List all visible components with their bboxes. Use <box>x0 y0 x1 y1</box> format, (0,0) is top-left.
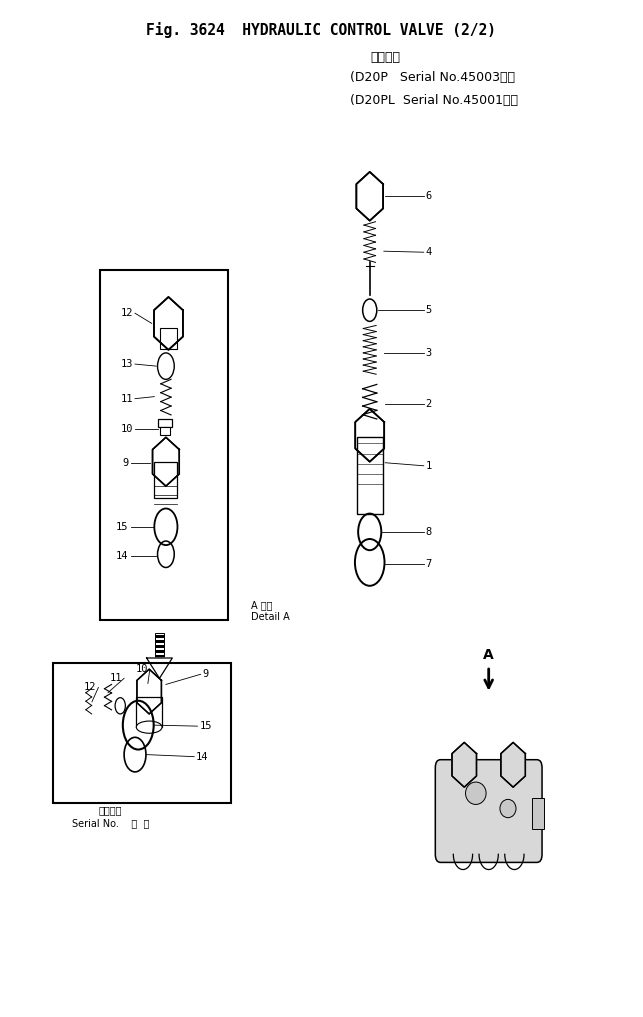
Bar <box>53 663 231 803</box>
Polygon shape <box>452 742 476 787</box>
Text: 8: 8 <box>426 527 432 537</box>
Text: 14: 14 <box>116 551 129 561</box>
Text: 1: 1 <box>426 461 432 471</box>
Text: 適用号機: 適用号機 <box>371 51 401 64</box>
Text: 15: 15 <box>199 721 212 731</box>
Text: (D20P   Serial No.45003～）: (D20P Serial No.45003～） <box>350 71 516 84</box>
Bar <box>155 638 164 641</box>
Text: 12: 12 <box>84 682 96 693</box>
Ellipse shape <box>500 799 516 818</box>
Text: 6: 6 <box>426 191 432 201</box>
Text: 11: 11 <box>110 673 122 683</box>
Bar <box>155 643 164 646</box>
Ellipse shape <box>466 782 486 804</box>
Bar <box>155 635 164 638</box>
Text: (D20PL  Serial No.45001～）: (D20PL Serial No.45001～） <box>350 94 518 107</box>
Bar <box>155 633 164 635</box>
Text: 4: 4 <box>426 247 432 257</box>
Polygon shape <box>356 172 383 221</box>
Text: 13: 13 <box>121 359 133 369</box>
Polygon shape <box>154 297 183 350</box>
Text: 3: 3 <box>426 348 432 358</box>
Bar <box>155 633 164 658</box>
FancyBboxPatch shape <box>435 760 542 862</box>
Text: 適用号機: 適用号機 <box>99 805 122 816</box>
Text: A: A <box>484 648 494 662</box>
Polygon shape <box>137 669 161 714</box>
Text: Fig. 3624  HYDRAULIC CONTROL VALVE (2/2): Fig. 3624 HYDRAULIC CONTROL VALVE (2/2) <box>147 22 496 39</box>
Text: 5: 5 <box>426 305 432 315</box>
Ellipse shape <box>136 721 162 733</box>
Bar <box>155 653 164 656</box>
Bar <box>155 641 164 643</box>
Text: 12: 12 <box>121 308 133 318</box>
Text: 10: 10 <box>121 424 133 434</box>
Bar <box>357 437 383 514</box>
Bar <box>160 328 177 349</box>
Text: 14: 14 <box>196 752 208 762</box>
Text: 9: 9 <box>203 669 209 679</box>
Bar <box>154 462 177 498</box>
Text: 15: 15 <box>116 522 129 532</box>
Bar <box>155 648 164 651</box>
Bar <box>158 419 172 427</box>
Text: 10: 10 <box>136 664 148 674</box>
Polygon shape <box>147 658 172 678</box>
Text: 2: 2 <box>426 399 432 409</box>
Bar <box>155 646 164 648</box>
Bar <box>155 651 164 653</box>
Text: Detail A: Detail A <box>251 612 289 622</box>
Bar <box>100 270 228 620</box>
Bar <box>136 697 162 727</box>
Polygon shape <box>152 437 179 486</box>
Bar <box>155 656 164 658</box>
Text: A 隣図: A 隣図 <box>251 600 272 610</box>
Bar <box>160 427 170 435</box>
Polygon shape <box>501 742 525 787</box>
Bar <box>532 798 544 829</box>
Text: 7: 7 <box>426 559 432 570</box>
Text: 9: 9 <box>122 458 129 468</box>
Text: 11: 11 <box>121 394 133 404</box>
Text: Serial No.    ・  ～: Serial No. ・ ～ <box>72 818 149 828</box>
Polygon shape <box>355 409 385 462</box>
